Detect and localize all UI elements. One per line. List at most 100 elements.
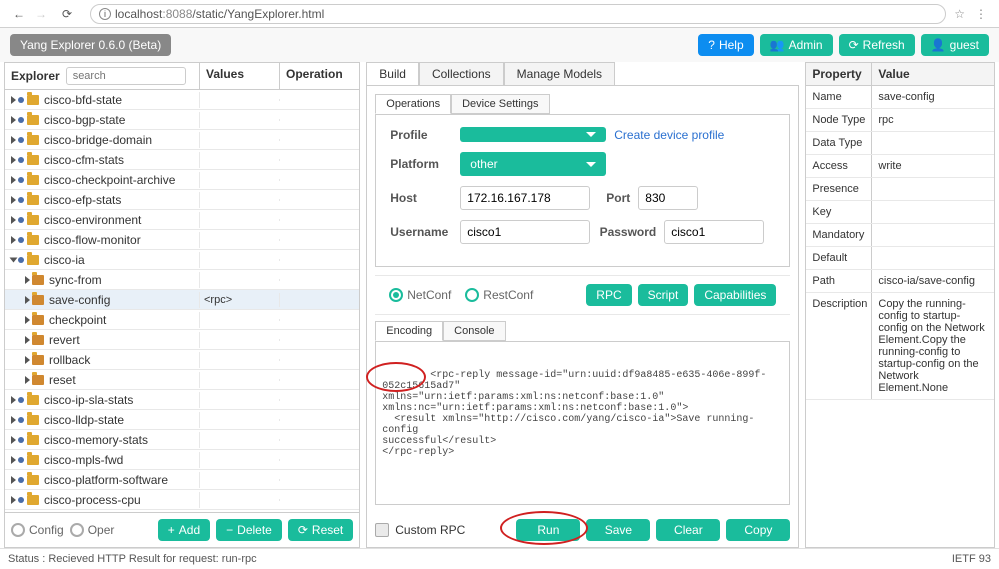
admin-button[interactable]: 👥Admin (760, 34, 833, 56)
expand-icon[interactable] (25, 276, 30, 284)
refresh-button[interactable]: ⟳Refresh (839, 34, 915, 56)
tree-item-label: cisco-mpls-fwd (44, 453, 123, 467)
search-input[interactable] (66, 67, 186, 85)
restconf-radio[interactable]: RestConf (465, 288, 533, 302)
tree-row[interactable]: cisco-ia (5, 250, 359, 270)
reset-button[interactable]: ⟳ Reset (288, 519, 353, 541)
folder-icon (27, 115, 39, 125)
expand-icon[interactable] (25, 296, 30, 304)
url-bar[interactable]: i localhost:8088/static/YangExplorer.htm… (90, 4, 946, 24)
guest-button[interactable]: 👤guest (921, 34, 989, 56)
create-profile-link[interactable]: Create device profile (614, 128, 724, 142)
expand-icon[interactable] (11, 196, 16, 204)
tree-row[interactable]: cisco-lldp-state (5, 410, 359, 430)
tree-row[interactable]: cisco-bfd-state (5, 90, 359, 110)
tab-encoding[interactable]: Encoding (375, 321, 443, 341)
rpc-button[interactable]: RPC (586, 284, 631, 306)
expand-icon[interactable] (11, 396, 16, 404)
tree-row[interactable]: cisco-bridge-domain (5, 130, 359, 150)
expand-icon[interactable] (25, 376, 30, 384)
expand-icon[interactable] (25, 316, 30, 324)
profile-select[interactable] (460, 127, 606, 142)
expand-icon[interactable] (11, 216, 16, 224)
oper-radio[interactable]: Oper (70, 523, 115, 537)
port-label: Port (598, 191, 630, 205)
star-icon[interactable]: ☆ (954, 7, 965, 21)
custom-rpc-checkbox[interactable] (375, 523, 389, 537)
tree-row[interactable]: reset (5, 370, 359, 390)
expand-icon[interactable] (11, 176, 16, 184)
expand-icon[interactable] (11, 456, 16, 464)
property-row: Accesswrite (806, 155, 994, 178)
tree-row[interactable]: revert (5, 330, 359, 350)
tree-item-label: cisco-checkpoint-archive (44, 173, 175, 187)
property-row: Pathcisco-ia/save-config (806, 270, 994, 293)
tree-row[interactable]: cisco-ip-sla-stats (5, 390, 359, 410)
property-row: Mandatory (806, 224, 994, 247)
value-header-label: Value (872, 63, 994, 85)
help-button[interactable]: ?Help (698, 34, 753, 56)
tree-row[interactable]: cisco-mpls-fwd (5, 450, 359, 470)
host-input[interactable] (460, 186, 590, 210)
expand-icon[interactable] (11, 116, 16, 124)
forward-button[interactable]: → (32, 5, 50, 23)
expand-icon[interactable] (25, 336, 30, 344)
tree-row[interactable]: cisco-platform-software (5, 470, 359, 490)
menu-icon[interactable]: ⋮ (971, 7, 991, 21)
expand-icon[interactable] (11, 416, 16, 424)
tree-row[interactable]: cisco-environment (5, 210, 359, 230)
tab-manage-models[interactable]: Manage Models (504, 62, 615, 85)
output-area[interactable]: <rpc-reply message-id="urn:uuid:df9a8485… (375, 341, 790, 505)
tab-console[interactable]: Console (443, 321, 505, 341)
expand-icon[interactable] (11, 496, 16, 504)
delete-button[interactable]: − Delete (216, 519, 282, 541)
expand-icon[interactable] (25, 356, 30, 364)
tree-row[interactable]: cisco-memory-stats (5, 430, 359, 450)
tree-row[interactable]: rollback (5, 350, 359, 370)
expand-icon[interactable] (10, 257, 18, 262)
tree-value-cell: <rpc> (200, 293, 280, 307)
tree-row[interactable]: cisco-flow-monitor (5, 230, 359, 250)
expand-icon[interactable] (11, 156, 16, 164)
tab-device-settings[interactable]: Device Settings (451, 94, 549, 114)
port-input[interactable] (638, 186, 698, 210)
reload-button[interactable]: ⟳ (58, 5, 76, 23)
expand-icon[interactable] (11, 96, 16, 104)
tab-build[interactable]: Build (366, 62, 419, 85)
tree-row[interactable]: cisco-checkpoint-archive (5, 170, 359, 190)
config-radio[interactable]: Config (11, 523, 64, 537)
help-icon: ? (708, 38, 715, 52)
username-input[interactable] (460, 220, 590, 244)
tree-row[interactable]: cisco-efp-stats (5, 190, 359, 210)
expand-icon[interactable] (11, 436, 16, 444)
property-row: Node Typerpc (806, 109, 994, 132)
capabilities-button[interactable]: Capabilities (694, 284, 776, 306)
password-input[interactable] (664, 220, 764, 244)
explorer-tree[interactable]: cisco-bfd-statecisco-bgp-statecisco-brid… (5, 90, 359, 512)
netconf-radio[interactable]: NetConf (389, 288, 451, 302)
folder-icon (27, 195, 39, 205)
save-button[interactable]: Save (586, 519, 650, 541)
tree-row[interactable]: cisco-process-cpu (5, 490, 359, 510)
back-button[interactable]: ← (10, 5, 28, 23)
tree-row[interactable]: checkpoint (5, 310, 359, 330)
tree-row[interactable]: save-config<rpc> (5, 290, 359, 310)
tree-row[interactable]: cisco-cfm-stats (5, 150, 359, 170)
clear-button[interactable]: Clear (656, 519, 720, 541)
tab-collections[interactable]: Collections (419, 62, 504, 85)
tab-operations[interactable]: Operations (375, 94, 451, 114)
module-dot-icon (18, 97, 24, 103)
tree-op-cell (280, 159, 359, 161)
custom-rpc-label: Custom RPC (395, 523, 465, 537)
platform-select[interactable]: other (460, 152, 606, 176)
copy-button[interactable]: Copy (726, 519, 790, 541)
add-button[interactable]: + Add (158, 519, 210, 541)
folder-icon (27, 455, 39, 465)
expand-icon[interactable] (11, 236, 16, 244)
tree-row[interactable]: sync-from (5, 270, 359, 290)
tree-row[interactable]: cisco-bgp-state (5, 110, 359, 130)
script-button[interactable]: Script (638, 284, 689, 306)
expand-icon[interactable] (11, 136, 16, 144)
expand-icon[interactable] (11, 476, 16, 484)
module-dot-icon (18, 237, 24, 243)
